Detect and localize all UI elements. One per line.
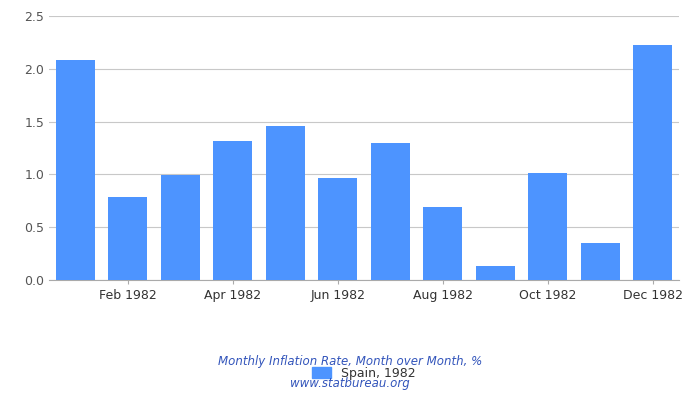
Legend: Spain, 1982: Spain, 1982 — [307, 362, 421, 385]
Bar — [475, 266, 515, 280]
Bar — [55, 60, 95, 280]
Bar — [633, 44, 673, 280]
Bar — [160, 176, 200, 280]
Bar — [423, 207, 463, 280]
Bar — [580, 243, 620, 280]
Bar — [108, 196, 148, 280]
Bar — [265, 126, 305, 280]
Bar — [213, 141, 253, 280]
Text: Monthly Inflation Rate, Month over Month, %: Monthly Inflation Rate, Month over Month… — [218, 356, 482, 368]
Text: www.statbureau.org: www.statbureau.org — [290, 378, 410, 390]
Bar — [370, 143, 410, 280]
Bar — [318, 178, 358, 280]
Bar — [528, 173, 568, 280]
